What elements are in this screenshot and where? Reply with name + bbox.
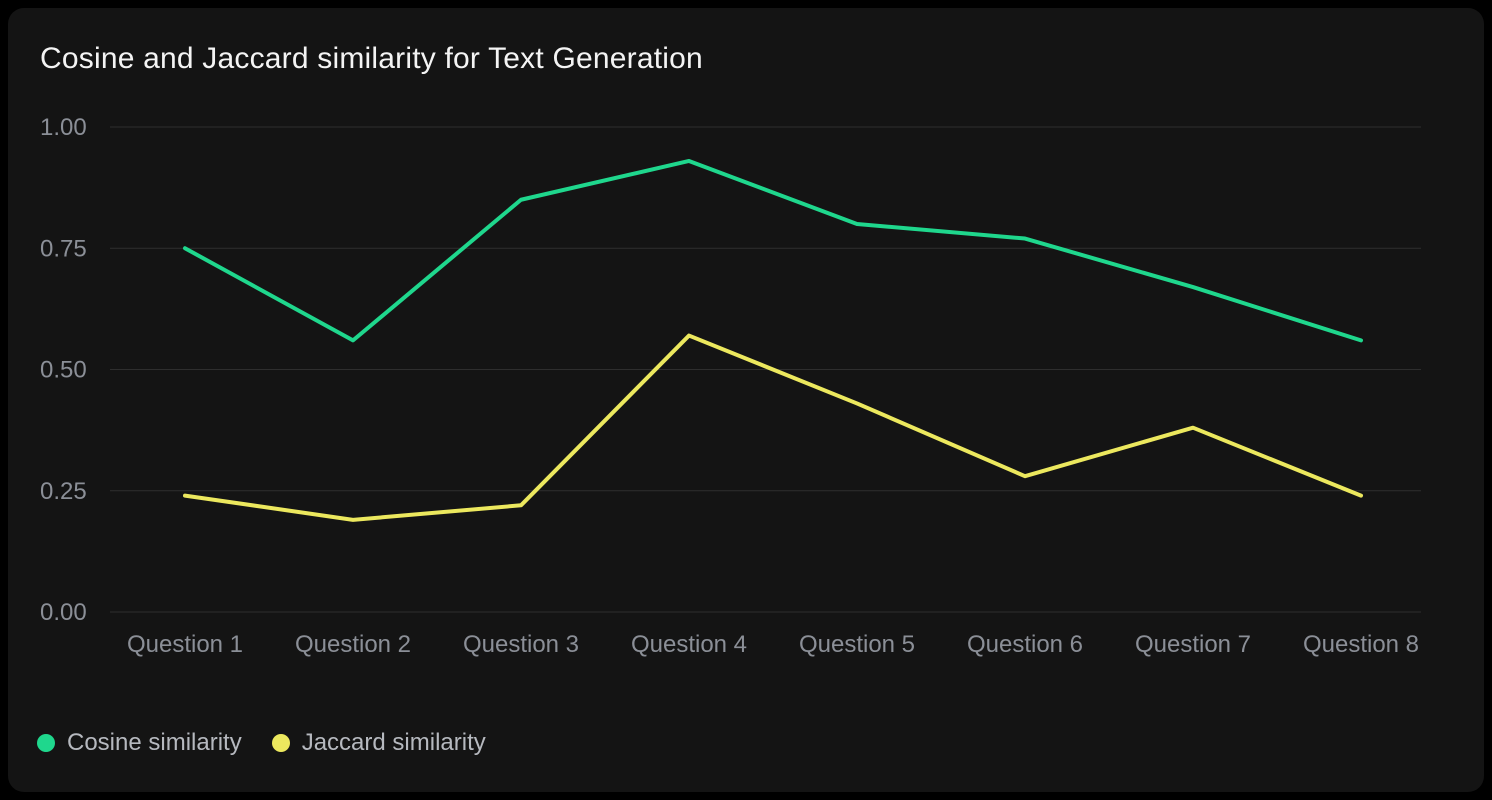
x-axis-tick-label: Question 2 xyxy=(295,631,411,658)
x-axis-tick-label: Question 6 xyxy=(967,631,1083,658)
y-axis-tick-label: 1.00 xyxy=(40,114,87,141)
legend-dot-icon xyxy=(37,734,55,752)
x-axis-tick-label: Question 3 xyxy=(463,631,579,658)
series-line-cosine-similarity xyxy=(183,158,1363,343)
chart-legend: Cosine similarity Jaccard similarity xyxy=(37,729,486,757)
x-axis-tick-label: Question 4 xyxy=(631,631,747,658)
y-axis-tick-label: 0.75 xyxy=(40,235,87,262)
x-axis-tick-label: Question 7 xyxy=(1135,631,1251,658)
series-line-jaccard-similarity xyxy=(183,333,1363,522)
x-axis-tick-label: Question 1 xyxy=(127,631,243,658)
legend-dot-icon xyxy=(271,734,290,752)
x-axis-tick-label: Question 8 xyxy=(1303,631,1419,658)
legend-label: Cosine similarity xyxy=(67,729,242,756)
chart-card xyxy=(8,8,1484,792)
x-axis-tick-label: Question 5 xyxy=(799,631,915,658)
legend-item-jaccard-similarity[interactable]: Jaccard similarity xyxy=(271,729,486,757)
chart-title: Cosine and Jaccard similarity for Text G… xyxy=(40,42,703,75)
legend-label: Jaccard similarity xyxy=(301,729,486,756)
y-axis-tick-label: 0.00 xyxy=(40,599,87,626)
y-axis-tick-label: 0.25 xyxy=(40,478,87,505)
y-axis-tick-label: 0.50 xyxy=(40,357,87,384)
legend-item-cosine-similarity[interactable]: Cosine similarity xyxy=(37,729,242,757)
